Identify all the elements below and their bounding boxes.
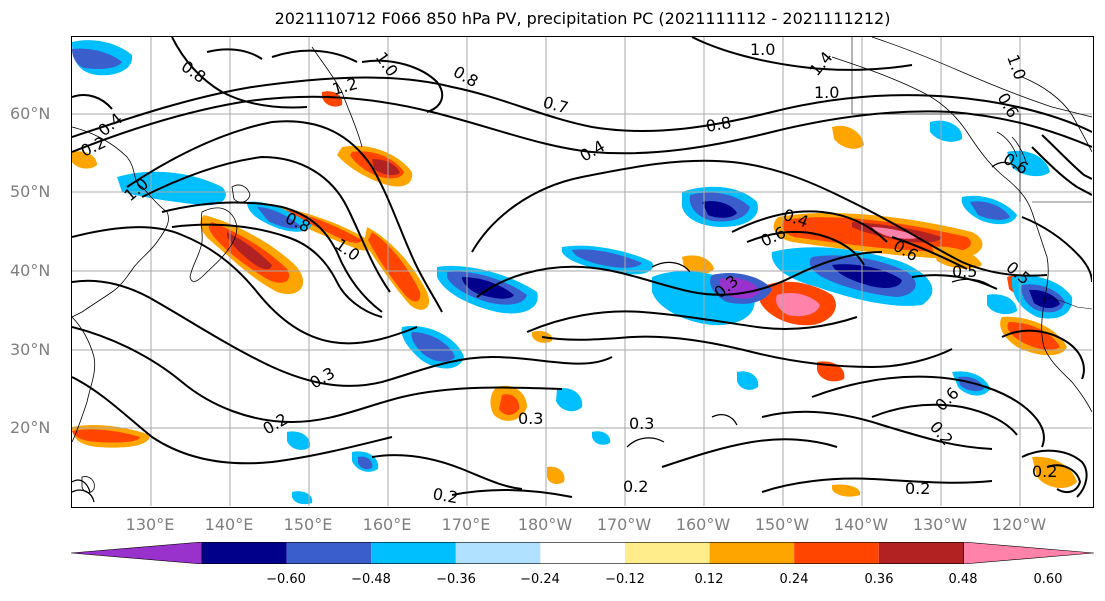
lon-label-120w: 120°W [991,515,1047,534]
colorbar-segment [625,542,710,564]
contour-label: 0.2 [905,479,930,498]
lon-label-140e: 140°E [204,515,254,534]
map-title: 2021110712 F066 850 hPa PV, precipitatio… [274,9,891,28]
colorbar-segment [371,542,456,564]
lon-label-140w: 140°W [833,515,889,534]
map-canvas: 0.8 1.2 1.0 0.8 1.0 1.4 1.0 0.7 0.4 0.2 … [72,37,1092,506]
colorbar-segment [286,542,372,564]
colorbar-tick: −0.24 [520,572,560,587]
contour-label: 0.3 [518,409,543,428]
contour-label: 1.0 [750,40,775,59]
contour-label: 1.0 [372,48,402,80]
colorbar-segment [709,542,795,564]
contour-label: 0.6 [931,383,962,414]
lon-label-180w: 180°W [517,515,573,534]
contour-label: 1.0 [814,83,839,102]
colorbar-segment [794,542,879,564]
contour-label: 0.6 [994,90,1023,122]
lon-label-170w: 170°W [596,515,652,534]
colorbar-segment [540,542,625,564]
lon-label-130w: 130°W [912,515,968,534]
colorbar-segment [202,542,287,564]
contour-label: 0.3 [629,414,654,433]
colorbar-segment [878,542,964,564]
contour-label: 1.4 [806,48,837,80]
colorbar-tick: 0.12 [694,572,724,587]
contour-label: 1.0 [1003,52,1030,82]
graticule [72,37,1092,506]
lat-label-20n: 20°N [10,418,51,437]
precip-negative-shading [72,40,1073,505]
lat-label-40n: 40°N [10,261,51,280]
contour-label: 0.3 [307,363,339,392]
colorbar [71,542,1094,564]
colorbar-segment [455,542,541,564]
colorbar-tick: 0.36 [864,572,894,587]
lon-label-160w: 160°W [675,515,731,534]
contour-label: 0.2 [1032,462,1057,481]
lon-label-130e: 130°E [125,515,175,534]
colorbar-tick: −0.60 [266,572,306,587]
colorbar-tick: −0.48 [351,572,391,587]
colorbar-extend-left [71,542,203,564]
lat-label-60n: 60°N [10,104,51,123]
lat-label-30n: 30°N [10,340,51,359]
colorbar-tick: 0.24 [779,572,809,587]
lon-label-160e: 160°E [362,515,412,534]
contour-label: 0.2 [260,409,292,438]
colorbar-tick: −0.36 [436,572,476,587]
lon-label-170e: 170°E [441,515,491,534]
lon-label-150e: 150°E [283,515,333,534]
colorbar-tick: −0.12 [605,572,645,587]
colorbar-extend-right [963,542,1094,564]
contour-label: 0.2 [623,477,648,496]
contour-label: 0.4 [577,136,609,165]
map-panel: 0.8 1.2 1.0 0.8 1.0 1.4 1.0 0.7 0.4 0.2 … [71,36,1094,508]
colorbar-tick: 0.48 [948,572,978,587]
coastlines [72,37,1092,493]
contour-label: 0.8 [704,113,732,136]
pv-contours [72,37,1092,498]
lat-label-50n: 50°N [10,182,51,201]
lon-label-150w: 150°W [754,515,810,534]
colorbar-tick: 0.60 [1033,572,1063,587]
pv-contours-thin [72,161,1021,503]
contour-label: 0.8 [178,57,210,87]
contour-label: 0.5 [952,262,977,281]
contour-label: 0.2 [431,484,459,506]
